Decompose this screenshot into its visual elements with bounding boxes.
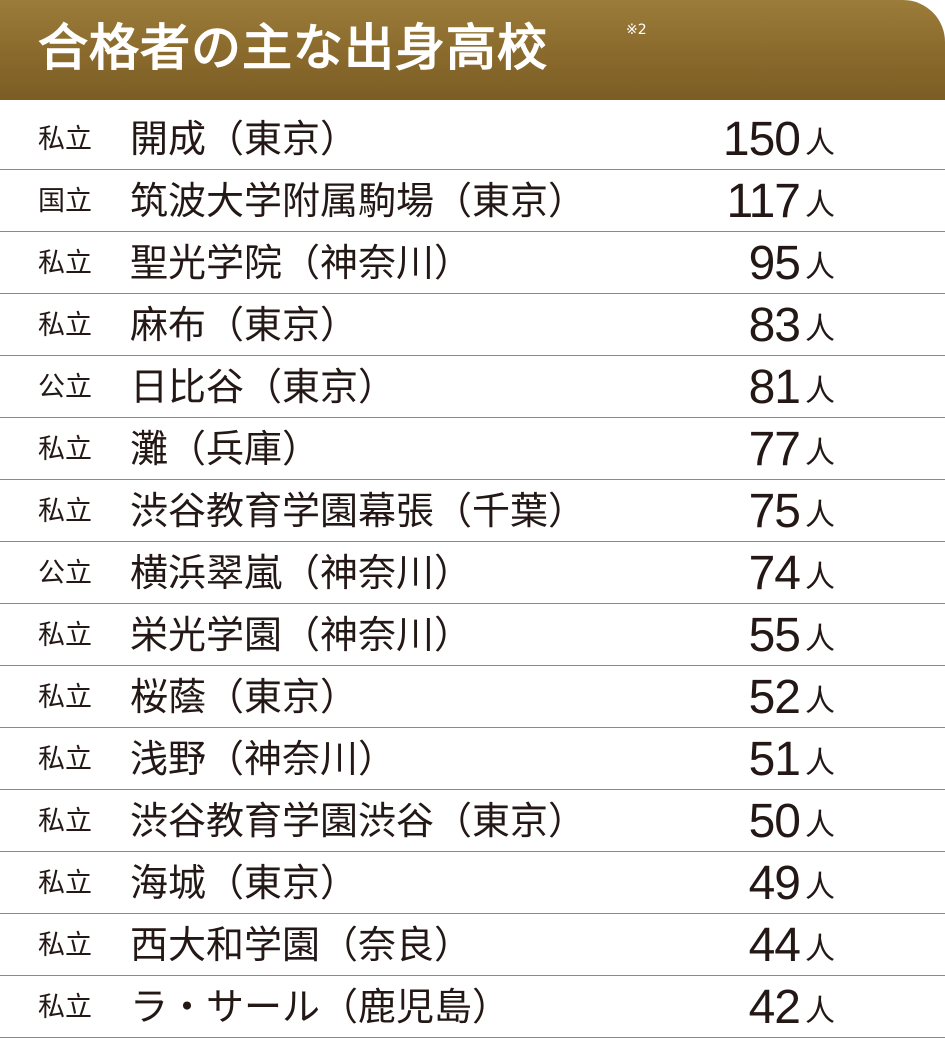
passer-count: 55 bbox=[748, 609, 801, 662]
passer-count: 42 bbox=[748, 981, 801, 1034]
school-name: 西大和学園（奈良） bbox=[130, 923, 473, 967]
count-unit: 人 bbox=[805, 188, 835, 223]
table-row: 私立 聖光学院（神奈川） 95 人 bbox=[0, 236, 945, 294]
count-unit: 人 bbox=[805, 684, 835, 719]
count-unit: 人 bbox=[805, 994, 835, 1029]
table-row: 私立 渋谷教育学園渋谷（東京） 50 人 bbox=[0, 794, 945, 852]
school-type: 私立 bbox=[38, 310, 92, 341]
passer-count: 75 bbox=[748, 485, 801, 538]
count-unit: 人 bbox=[805, 126, 835, 161]
passer-count: 77 bbox=[748, 423, 801, 476]
school-type: 私立 bbox=[38, 496, 92, 527]
count-unit: 人 bbox=[805, 250, 835, 285]
passer-count: 117 bbox=[726, 175, 801, 228]
count-unit: 人 bbox=[805, 870, 835, 905]
footnote-marker: ※2 bbox=[626, 22, 647, 38]
school-name: 浅野（神奈川） bbox=[130, 737, 397, 781]
table-row: 私立 開成（東京） 150 人 bbox=[0, 112, 945, 170]
table-row: 私立 栄光学園（神奈川） 55 人 bbox=[0, 608, 945, 666]
passer-count: 52 bbox=[748, 671, 801, 724]
passer-count: 44 bbox=[748, 919, 801, 972]
title-banner: 合格者の主な出身高校 ※2 bbox=[0, 0, 945, 100]
school-type: 私立 bbox=[38, 620, 92, 651]
school-name: 栄光学園（神奈川） bbox=[130, 613, 473, 657]
school-name: 渋谷教育学園幕張（千葉） bbox=[130, 489, 587, 533]
count-unit: 人 bbox=[805, 746, 835, 781]
count-unit: 人 bbox=[805, 560, 835, 595]
count-unit: 人 bbox=[805, 374, 835, 409]
school-type: 私立 bbox=[38, 930, 92, 961]
table-row: 公立 日比谷（東京） 81 人 bbox=[0, 360, 945, 418]
school-name: 渋谷教育学園渋谷（東京） bbox=[130, 799, 587, 843]
school-list: 私立 開成（東京） 150 人国立 筑波大学附属駒場（東京） 117 人私立 聖光学院（神奈川… bbox=[0, 112, 945, 1042]
passer-count: 95 bbox=[748, 237, 801, 290]
table-row: 私立 浅野（神奈川） 51 人 bbox=[0, 732, 945, 790]
school-type: 国立 bbox=[38, 186, 92, 217]
count-unit: 人 bbox=[805, 436, 835, 471]
passer-count: 51 bbox=[748, 733, 801, 786]
table-row: 公立 横浜翠嵐（神奈川） 74 人 bbox=[0, 546, 945, 604]
table-row: 私立 海城（東京） 49 人 bbox=[0, 856, 945, 914]
school-name: 日比谷（東京） bbox=[130, 365, 397, 409]
school-type: 私立 bbox=[38, 806, 92, 837]
school-name: ラ・サール（鹿児島） bbox=[130, 985, 511, 1029]
school-name: 筑波大学附属駒場（東京） bbox=[130, 179, 587, 223]
count-unit: 人 bbox=[805, 622, 835, 657]
passer-count: 50 bbox=[748, 795, 801, 848]
passer-count: 74 bbox=[748, 547, 801, 600]
school-type: 私立 bbox=[38, 992, 92, 1023]
school-name: 灘（兵庫） bbox=[130, 427, 321, 471]
passer-count: 83 bbox=[748, 299, 801, 352]
page-title: 合格者の主な出身高校 bbox=[38, 18, 548, 77]
school-type: 公立 bbox=[38, 558, 92, 589]
school-type: 私立 bbox=[38, 248, 92, 279]
table-row: 私立 ラ・サール（鹿児島） 42 人 bbox=[0, 980, 945, 1038]
passer-count: 49 bbox=[748, 857, 801, 910]
school-type: 私立 bbox=[38, 434, 92, 465]
passer-count: 81 bbox=[748, 361, 801, 414]
school-type: 私立 bbox=[38, 124, 92, 155]
school-name: 麻布（東京） bbox=[130, 303, 359, 347]
count-unit: 人 bbox=[805, 808, 835, 843]
count-unit: 人 bbox=[805, 312, 835, 347]
school-name: 開成（東京） bbox=[130, 117, 359, 161]
table-row: 私立 灘（兵庫） 77 人 bbox=[0, 422, 945, 480]
school-type: 私立 bbox=[38, 744, 92, 775]
school-name: 聖光学院（神奈川） bbox=[130, 241, 473, 285]
passer-count: 150 bbox=[722, 113, 801, 166]
count-unit: 人 bbox=[805, 932, 835, 967]
table-row: 私立 渋谷教育学園幕張（千葉） 75 人 bbox=[0, 484, 945, 542]
school-type: 公立 bbox=[38, 372, 92, 403]
school-name: 横浜翠嵐（神奈川） bbox=[130, 551, 473, 595]
school-type: 私立 bbox=[38, 682, 92, 713]
count-unit: 人 bbox=[805, 498, 835, 533]
table-row: 私立 桜蔭（東京） 52 人 bbox=[0, 670, 945, 728]
school-type: 私立 bbox=[38, 868, 92, 899]
table-row: 国立 筑波大学附属駒場（東京） 117 人 bbox=[0, 174, 945, 232]
school-name: 海城（東京） bbox=[130, 861, 359, 905]
table-row: 私立 麻布（東京） 83 人 bbox=[0, 298, 945, 356]
table-row: 私立 西大和学園（奈良） 44 人 bbox=[0, 918, 945, 976]
school-name: 桜蔭（東京） bbox=[130, 675, 359, 719]
